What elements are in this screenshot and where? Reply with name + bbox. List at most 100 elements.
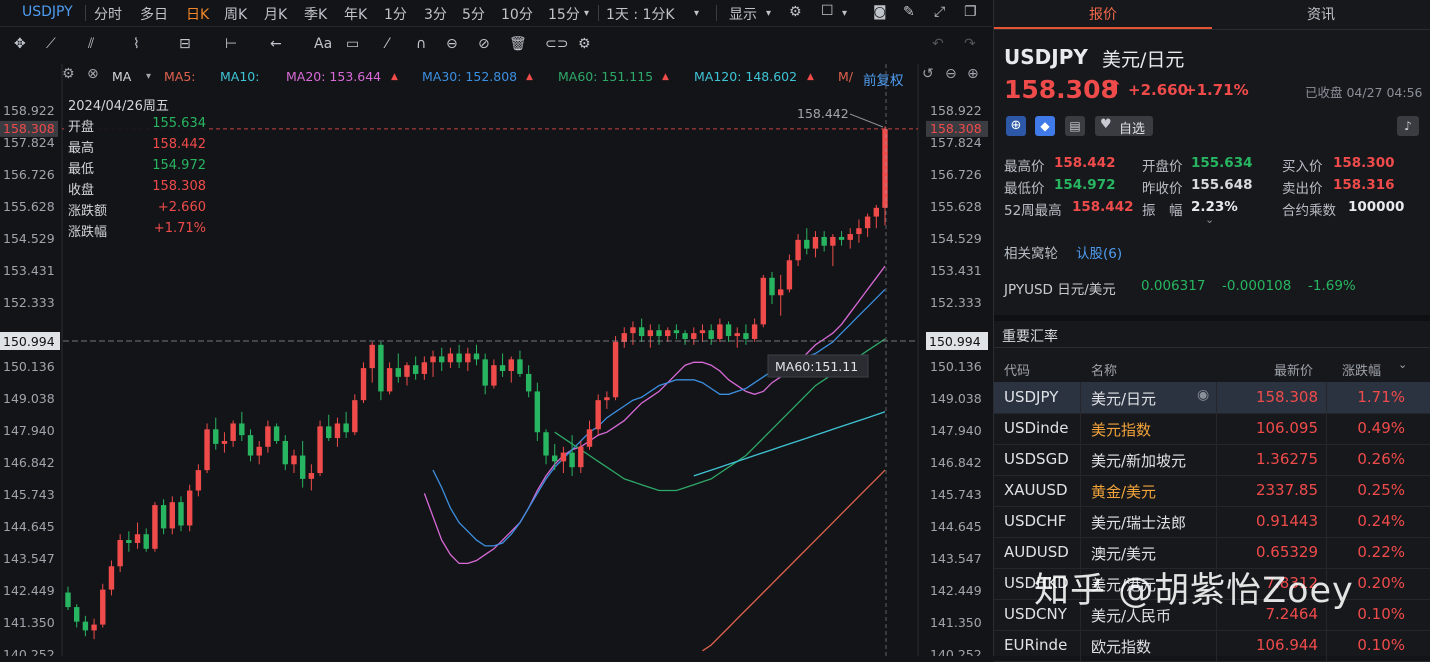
camera-icon[interactable]: ◙ bbox=[873, 4, 887, 20]
globe-icon[interactable]: ⊕ bbox=[1006, 116, 1026, 136]
symbol-label[interactable]: USDJPY bbox=[22, 4, 73, 20]
watchlist-price: 7.8312 bbox=[1265, 574, 1319, 592]
candle-body bbox=[760, 277, 767, 325]
eye-icon[interactable]: ◉ bbox=[1197, 387, 1210, 403]
channel-tool-icon[interactable]: ⫽ bbox=[88, 36, 95, 52]
window-icon[interactable]: ❐ bbox=[964, 4, 977, 20]
settings-icon[interactable]: ⚙ bbox=[578, 36, 591, 52]
chevron-down-icon[interactable]: ▾ bbox=[146, 71, 152, 82]
period-tab-10min[interactable]: 10分 bbox=[501, 7, 533, 23]
arrow-tool-icon[interactable]: ← bbox=[270, 36, 282, 52]
y-tick-label-left: 149.038 bbox=[3, 391, 55, 406]
trash-icon[interactable]: 🗑 bbox=[509, 36, 527, 52]
col-code-header[interactable]: 代码 bbox=[1004, 364, 1031, 379]
warrants-link[interactable]: 认股(6) bbox=[1076, 246, 1123, 262]
tag-icon[interactable]: ◆ bbox=[1035, 116, 1055, 136]
display-menu[interactable]: 显示 bbox=[729, 7, 757, 23]
col-name-header[interactable]: 名称 bbox=[1091, 364, 1118, 379]
candle-body bbox=[247, 435, 254, 456]
move-icon[interactable]: ✥ bbox=[14, 36, 26, 52]
period-tab-15min[interactable]: 15分 bbox=[548, 7, 580, 23]
tab-info[interactable]: 资讯 bbox=[1307, 7, 1335, 23]
chevron-down-icon[interactable]: ▾ bbox=[694, 8, 700, 19]
undo-icon[interactable]: ↶ bbox=[932, 36, 944, 52]
watchlist-row[interactable]: XAUUSD 黄金/美元 2337.85 0.25% bbox=[994, 475, 1430, 507]
text-tool[interactable]: Aa bbox=[314, 36, 333, 52]
ruler-icon[interactable]: ⁄ bbox=[386, 36, 389, 52]
link-icon[interactable]: ⊂⊃ bbox=[545, 36, 569, 52]
period-tab-multiday[interactable]: 多日 bbox=[140, 7, 168, 23]
watchlist-code: USDSGD bbox=[1004, 450, 1069, 468]
watchlist-name: 美元指数 bbox=[1091, 421, 1152, 439]
period-tab-yearly[interactable]: 年K bbox=[344, 7, 368, 23]
period-tab-5min[interactable]: 5分 bbox=[462, 7, 485, 23]
watchlist-name: 美元/港元 bbox=[1091, 576, 1157, 594]
period-tab-3min[interactable]: 3分 bbox=[424, 7, 447, 23]
candle-body bbox=[786, 260, 793, 290]
watchlist-row[interactable]: USDJPY 美元/日元 158.308 1.71% ◉ bbox=[994, 382, 1430, 414]
pencil-icon[interactable]: ✎ bbox=[903, 4, 915, 20]
related-symbol[interactable]: JPYUSD 日元/美元 bbox=[1004, 282, 1116, 298]
measure-tool-icon[interactable]: ⊢ bbox=[225, 36, 238, 52]
square-icon[interactable]: ☐ bbox=[821, 3, 834, 19]
candlestick-chart[interactable]: 158.922 158.922 157.824 157.824 156.726 156.7… bbox=[0, 64, 992, 656]
gear-icon[interactable]: ⚙ bbox=[62, 66, 75, 82]
fullscreen-icon[interactable]: ⤢ bbox=[934, 4, 946, 20]
chevron-down-icon[interactable]: ▾ bbox=[766, 8, 772, 19]
watchlist-row[interactable]: EURinde 欧元指数 106.944 0.10% bbox=[994, 630, 1430, 662]
watchlist-row[interactable]: AUDUSD 澳元/美元 0.65329 0.22% bbox=[994, 537, 1430, 569]
hide-icon[interactable]: ⊘ bbox=[478, 36, 490, 52]
period-tab-daily[interactable]: 日K bbox=[186, 7, 210, 23]
zoom-in-icon[interactable]: ⊕ bbox=[967, 66, 979, 82]
reset-icon[interactable]: ↺ bbox=[922, 66, 934, 82]
column-divider bbox=[1326, 630, 1327, 661]
chevron-down-icon[interactable]: ⌄ bbox=[1205, 213, 1215, 226]
interval-select[interactable]: 1天 : 1分K bbox=[606, 7, 675, 23]
comment-icon[interactable]: ▭ bbox=[346, 36, 360, 52]
y-tick-label-left: 152.333 bbox=[3, 295, 55, 310]
tab-quote[interactable]: 报价 bbox=[1089, 7, 1117, 23]
candle-body bbox=[569, 452, 575, 468]
wave-tool-icon[interactable]: ⌇ bbox=[133, 36, 140, 52]
magnet-icon[interactable]: ∩ bbox=[416, 36, 427, 52]
close-icon[interactable]: ⊗ bbox=[87, 66, 99, 82]
zoom-out-icon[interactable]: ⊖ bbox=[945, 66, 957, 82]
chevron-down-icon[interactable]: ▾ bbox=[584, 8, 590, 19]
watchlist-row[interactable]: USDCNY 美元/人民币 7.2464 0.10% bbox=[994, 599, 1430, 631]
y-tick-label-right: 152.333 bbox=[930, 295, 982, 310]
period-tab-intraday[interactable]: 分时 bbox=[94, 7, 122, 23]
fib-tool-icon[interactable]: ⊟ bbox=[179, 36, 191, 52]
y-tick-label-left: 158.922 bbox=[3, 103, 55, 118]
document-icon[interactable]: ▤ bbox=[1065, 116, 1085, 136]
y-tick-label-right: 150.136 bbox=[930, 359, 982, 374]
watchlist-row[interactable]: USDSGD 美元/新加坡元 1.36275 0.26% bbox=[994, 444, 1430, 476]
sort-desc-icon[interactable]: ⌄ bbox=[1398, 358, 1408, 371]
candle-body bbox=[447, 353, 454, 363]
redo-icon[interactable]: ↷ bbox=[964, 36, 976, 52]
candle-body bbox=[256, 446, 262, 456]
y-tick-label-right: 147.940 bbox=[930, 423, 982, 438]
period-tab-1min[interactable]: 1分 bbox=[384, 7, 407, 23]
candle-body bbox=[517, 359, 523, 374]
ma-label[interactable]: MA bbox=[112, 69, 132, 84]
last-price-tag-left bbox=[0, 120, 58, 137]
adjust-select[interactable]: 前复权 bbox=[863, 73, 904, 89]
bell-icon[interactable]: ♪ bbox=[1397, 116, 1419, 136]
candle-body bbox=[412, 365, 419, 374]
period-tab-weekly[interactable]: 周K bbox=[224, 7, 248, 23]
candle-body bbox=[117, 540, 123, 567]
lock-icon[interactable]: ⊖ bbox=[446, 36, 458, 52]
last-price-tag-right bbox=[926, 120, 988, 137]
col-price-header[interactable]: 最新价 bbox=[1274, 364, 1314, 379]
period-tab-monthly[interactable]: 月K bbox=[264, 7, 288, 23]
add-watchlist-button[interactable]: ♥ 自选 bbox=[1095, 116, 1153, 137]
watchlist-row[interactable]: USDCHF 美元/瑞士法郎 0.91443 0.24% bbox=[994, 506, 1430, 538]
candle-body bbox=[291, 455, 297, 465]
watchlist-row[interactable]: USDHKD 美元/港元 7.8312 0.20% bbox=[994, 568, 1430, 600]
chevron-down-icon[interactable]: ▾ bbox=[842, 8, 848, 19]
watchlist-row[interactable]: USDinde 美元指数 106.095 0.49% bbox=[994, 413, 1430, 445]
line-tool-icon[interactable]: ⟋ bbox=[46, 36, 56, 52]
period-tab-quarterly[interactable]: 季K bbox=[304, 7, 328, 23]
gear-icon[interactable]: ⚙ bbox=[789, 4, 802, 20]
col-pct-header[interactable]: 涨跌幅 bbox=[1342, 364, 1382, 379]
